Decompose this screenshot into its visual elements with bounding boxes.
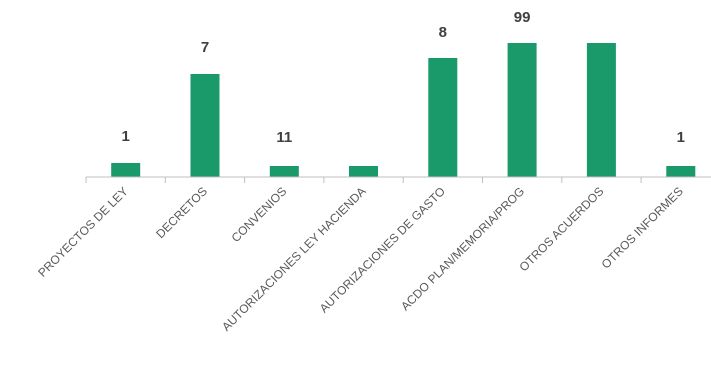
category-label: AUTORIZACIONES DE GASTO	[317, 184, 448, 315]
category-label: OTROS INFORMES	[599, 184, 686, 271]
x-axis-ticks	[86, 177, 711, 183]
bars	[111, 43, 695, 177]
data-label: 7	[201, 39, 209, 56]
bar	[349, 166, 378, 177]
bar	[191, 74, 220, 177]
bar	[270, 166, 299, 177]
data-label: 11	[276, 129, 292, 146]
bar	[428, 58, 457, 177]
bar	[508, 43, 537, 177]
bar	[587, 43, 616, 177]
category-label: CONVENIOS	[229, 184, 290, 245]
data-label: 8	[439, 24, 447, 41]
category-label: PROYECTOS DE LEY	[35, 184, 131, 280]
data-label: 1	[677, 129, 685, 146]
category-label: OTROS ACUERDOS	[517, 184, 607, 274]
category-labels: PROYECTOS DE LEY DECRETOS CONVENIOSAUTORIZ…	[35, 184, 686, 334]
bar	[111, 163, 140, 177]
bar	[666, 166, 695, 177]
category-label: AUTORIZACIONES LEY HACIENDA	[219, 184, 369, 334]
category-label: DECRETOS	[153, 184, 210, 241]
data-label: 99	[514, 9, 531, 26]
data-label: 1	[122, 128, 130, 145]
